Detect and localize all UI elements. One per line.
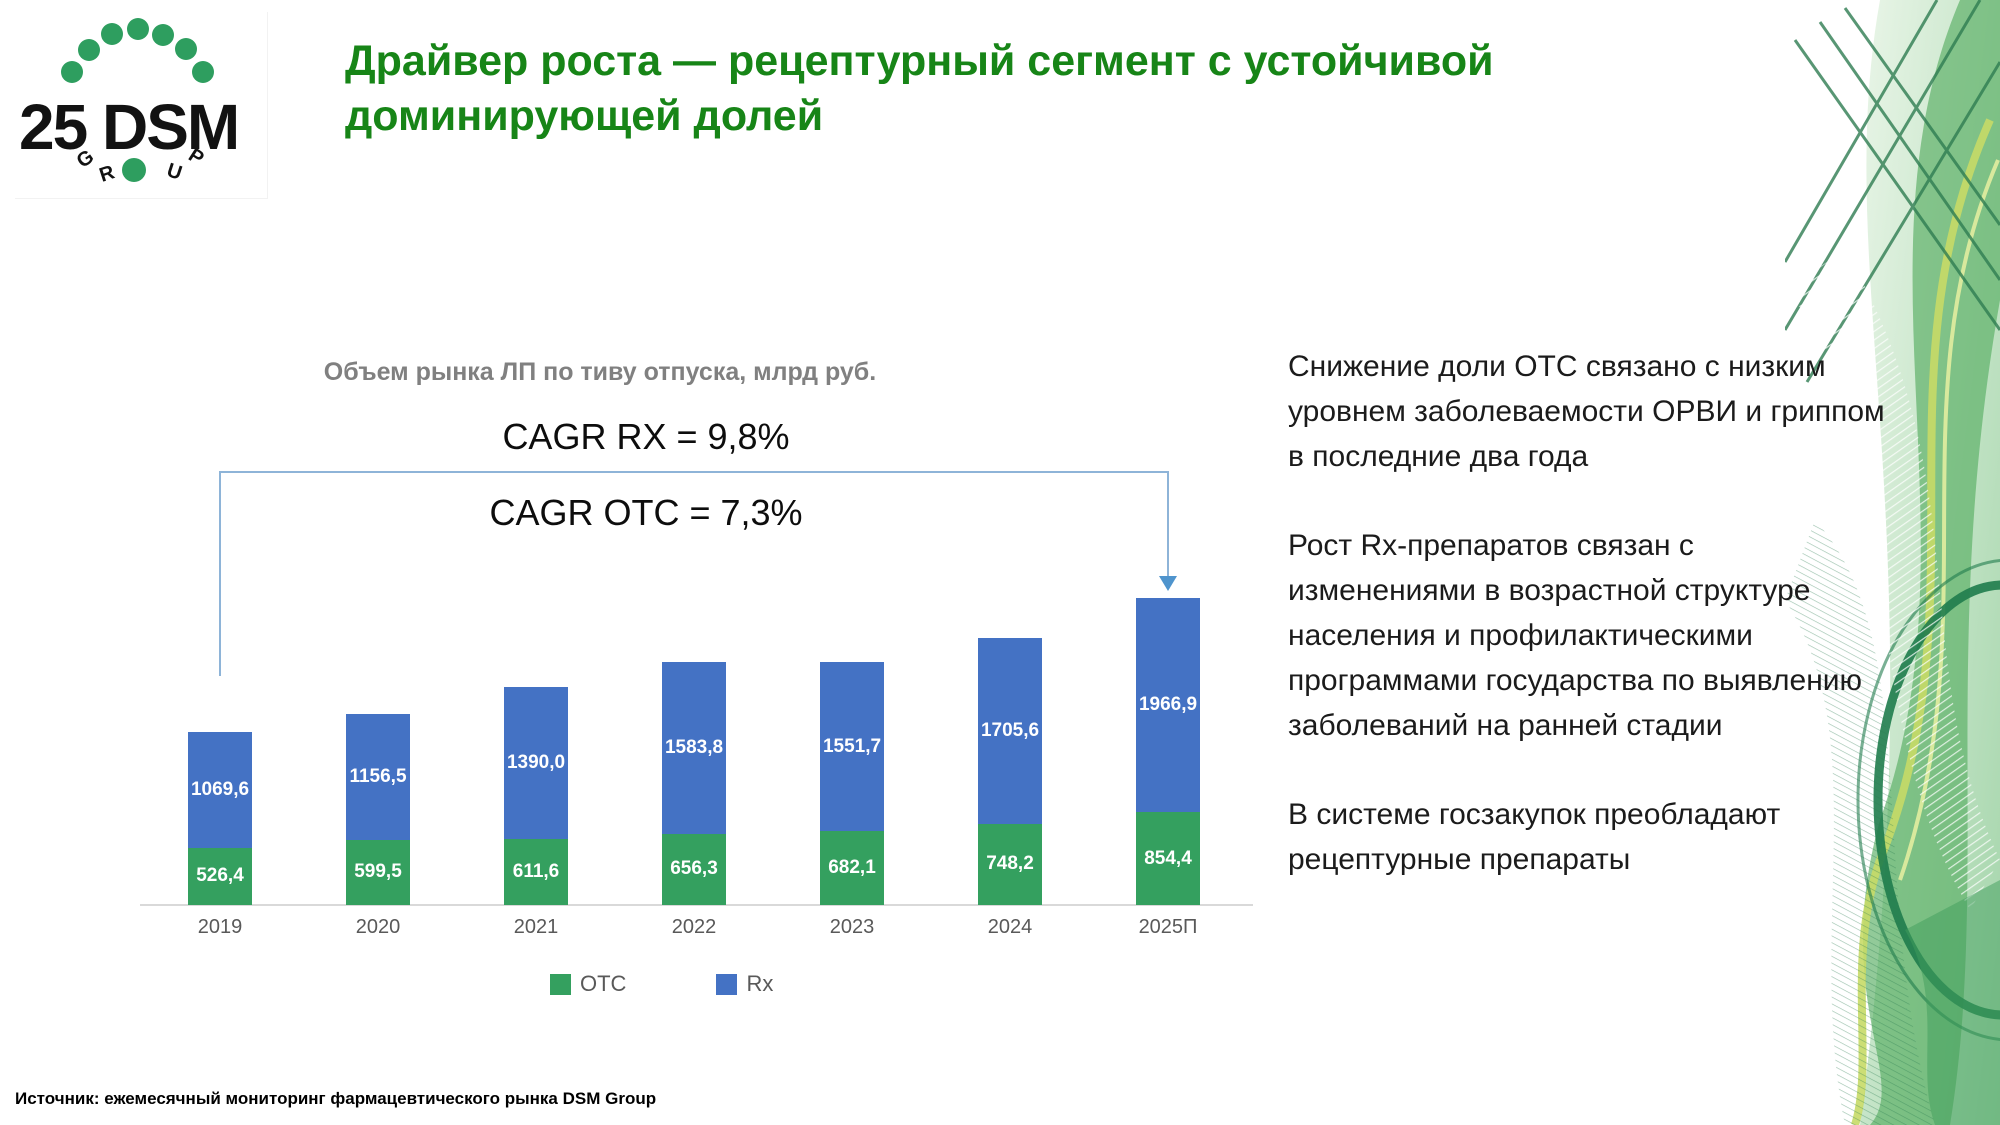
commentary-paragraph: В системе госзакупок преобладают рецепту… xyxy=(1288,798,1781,876)
chart-title: Объем рынка ЛП по тиву отпуска, млрд руб… xyxy=(323,358,877,386)
bar-value-label: 682,1 xyxy=(828,856,876,878)
legend-swatch-rx xyxy=(716,973,738,995)
logo-wordmark: 25 DSM xyxy=(19,90,240,164)
logo-arc-dot xyxy=(127,18,149,40)
cagr-bracket-top-line xyxy=(219,471,1169,473)
bar-value-label: 611,6 xyxy=(512,860,560,882)
chart-legend: OTC Rx xyxy=(550,971,773,997)
cagr-rx-annotation: CAGR RX = 9,8% xyxy=(502,416,790,457)
logo-arc-dot xyxy=(101,23,123,45)
x-axis-label-2025П: 2025П xyxy=(1138,916,1198,938)
x-axis-label-2023: 2023 xyxy=(829,916,875,938)
bar-segment-otc-2021: 611,6 xyxy=(504,838,568,905)
x-axis-label-2022: 2022 xyxy=(671,916,717,938)
logo-group-o-dot xyxy=(122,158,146,182)
dsm-group-logo: 25 DSM G R U P xyxy=(15,12,268,199)
bar-segment-rx-2019: 1069,6 xyxy=(188,731,252,848)
cagr-bracket-left-line xyxy=(219,471,221,676)
legend-swatch-otc xyxy=(550,973,571,995)
legend-label-rx: Rx xyxy=(746,971,774,996)
x-axis-label-2019: 2019 xyxy=(197,916,243,938)
bar-value-label: 1069,6 xyxy=(190,778,250,800)
bar-value-label: 1583,8 xyxy=(664,736,724,758)
logo-arc-dot xyxy=(192,61,214,83)
source-note: Источник: ежемесячный мониторинг фармаце… xyxy=(15,1089,657,1108)
bar-segment-rx-2023: 1551,7 xyxy=(820,662,884,831)
x-axis-line xyxy=(140,904,1253,906)
bar-value-label: 526,4 xyxy=(196,865,244,887)
bar-segment-otc-2019: 526,4 xyxy=(188,847,252,905)
bar-value-label: 1390,0 xyxy=(506,751,566,773)
bar-segment-rx-2020: 1156,5 xyxy=(346,714,410,840)
slide-title: Драйвер роста — рецептурный сегмент с ус… xyxy=(345,37,1494,140)
logo-arc-dot xyxy=(175,38,197,60)
logo-arc-dot xyxy=(61,61,83,83)
bar-value-label: 1551,7 xyxy=(822,735,882,757)
commentary-panel: Снижение доли OTC связано с низким уровн… xyxy=(1288,344,1888,926)
bar-segment-otc-2023: 682,1 xyxy=(820,830,884,905)
cagr-otc-annotation: CAGR OTC = 7,3% xyxy=(489,492,803,533)
bar-segment-rx-2021: 1390,0 xyxy=(504,687,568,839)
legend-item-rx: Rx xyxy=(716,971,773,997)
logo-anniversary-number: 25 xyxy=(19,91,88,163)
bar-segment-otc-2020: 599,5 xyxy=(346,839,410,905)
logo-arc-dot xyxy=(78,39,100,61)
bar-value-label: 1156,5 xyxy=(349,765,407,787)
x-axis-label-2021: 2021 xyxy=(513,916,559,938)
bar-value-label: 854,4 xyxy=(1144,847,1192,869)
commentary-paragraph: Снижение доли OTC связано с низким уровн… xyxy=(1288,350,1885,473)
bar-segment-rx-2022: 1583,8 xyxy=(662,661,726,834)
bar-value-label: 656,3 xyxy=(670,858,718,880)
bar-segment-rx-2024: 1705,6 xyxy=(978,638,1042,824)
bar-value-label: 1705,6 xyxy=(980,719,1040,741)
cagr-arrow-down-icon xyxy=(1159,576,1177,591)
logo-arc-dot xyxy=(152,24,174,46)
legend-label-otc: OTC xyxy=(580,971,627,996)
bar-segment-otc-2022: 656,3 xyxy=(662,833,726,905)
bar-segment-otc-2024: 748,2 xyxy=(978,823,1042,905)
bar-value-label: 1966,9 xyxy=(1138,694,1198,716)
x-axis-label-2024: 2024 xyxy=(987,916,1033,938)
cagr-bracket-right-line xyxy=(1167,471,1169,577)
bar-segment-otc-2025П: 854,4 xyxy=(1136,812,1200,905)
bar-segment-rx-2025П: 1966,9 xyxy=(1136,598,1200,813)
commentary-paragraph: Рост Rx-препаратов связан с изменениями … xyxy=(1288,529,1863,742)
decorative-green-waves xyxy=(1785,0,2000,1125)
bar-value-label: 748,2 xyxy=(986,853,1034,875)
x-axis-label-2020: 2020 xyxy=(355,916,401,938)
bar-value-label: 599,5 xyxy=(354,861,402,883)
logo-company-name: DSM xyxy=(101,91,240,163)
legend-item-otc: OTC xyxy=(550,971,626,997)
